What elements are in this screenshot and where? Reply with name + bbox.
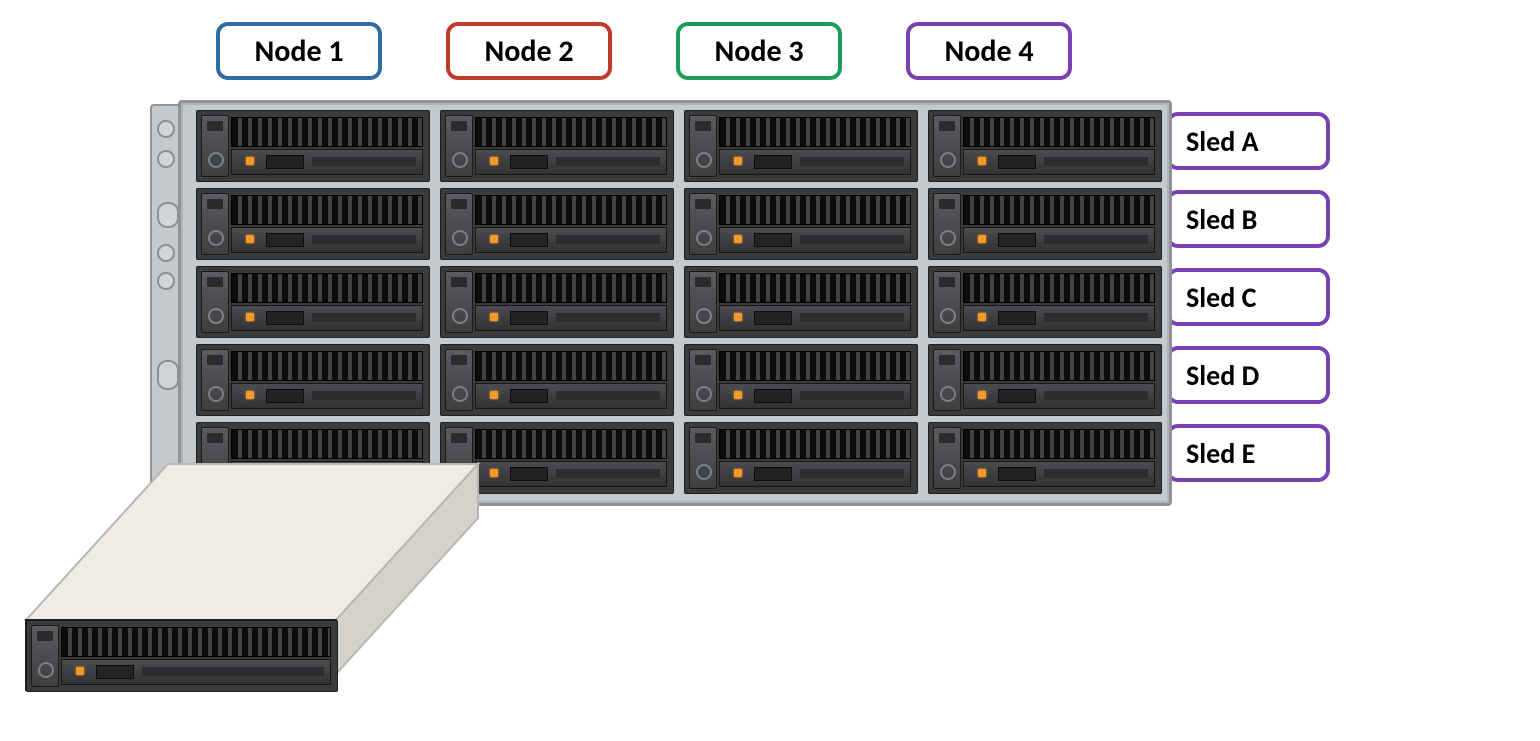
bay-2b [440, 188, 674, 260]
node-label-4: Node 4 [906, 22, 1072, 80]
bay-4e [928, 422, 1162, 494]
bay-3d [684, 344, 918, 416]
node-label-3-text: Node 3 [714, 33, 803, 70]
ear-hole [157, 244, 175, 262]
sled-label-e-text: Sled E [1186, 436, 1255, 471]
bay-4a [928, 110, 1162, 182]
sled-label-c-text: Sled C [1186, 280, 1256, 315]
sled-label-b-text: Sled B [1186, 202, 1257, 237]
ear-hole [157, 150, 175, 168]
bay-3a [684, 110, 918, 182]
pulled-sled [18, 452, 488, 732]
sled-label-b: Sled B [1166, 190, 1330, 248]
ear-hole [157, 120, 175, 138]
node-label-2: Node 2 [446, 22, 612, 80]
sled-label-c: Sled C [1166, 268, 1330, 326]
sled-label-a-text: Sled A [1186, 124, 1259, 159]
sled-label-a: Sled A [1166, 112, 1330, 170]
node-label-1-text: Node 1 [254, 33, 343, 70]
sled-label-d: Sled D [1166, 346, 1330, 404]
bay-2d [440, 344, 674, 416]
bay-1c [196, 266, 430, 338]
ear-hole [157, 360, 179, 390]
node-label-3: Node 3 [676, 22, 842, 80]
node-label-1: Node 1 [216, 22, 382, 80]
node-label-2-text: Node 2 [484, 33, 573, 70]
bay-1a [196, 110, 430, 182]
bay-3e [684, 422, 918, 494]
sled-label-e: Sled E [1166, 424, 1330, 482]
bay-2c [440, 266, 674, 338]
sled-label-d-text: Sled D [1186, 358, 1259, 393]
ear-hole [157, 272, 175, 290]
bay-1d [196, 344, 430, 416]
bay-1b [196, 188, 430, 260]
diagram-stage: Node 1 Node 2 Node 3 Node 4 Sled A Sled … [0, 0, 1540, 741]
bay-4d [928, 344, 1162, 416]
node-label-4-text: Node 4 [944, 33, 1033, 70]
bay-3c [684, 266, 918, 338]
bay-3b [684, 188, 918, 260]
pulled-sled-front [26, 620, 338, 692]
ear-hole [157, 202, 179, 228]
bay-4c [928, 266, 1162, 338]
bay-4b [928, 188, 1162, 260]
bay-2a [440, 110, 674, 182]
